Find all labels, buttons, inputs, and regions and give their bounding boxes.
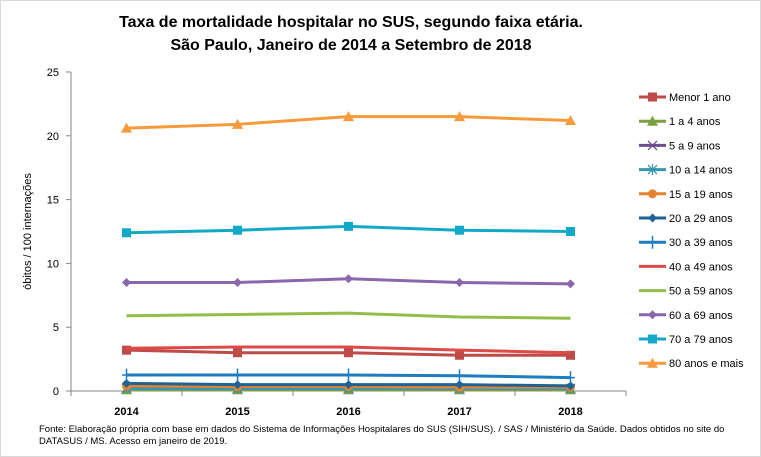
marker-triangle [232, 118, 243, 129]
marker-star [647, 164, 658, 176]
series-50-a-59-anos [126, 311, 571, 320]
source-note: Fonte: Elaboração própria com base em da… [39, 424, 725, 447]
y-tick-label: 15 [47, 195, 59, 207]
legend-label: 15 a 19 anos [669, 189, 733, 201]
marker-diamond [233, 278, 242, 288]
legend-entry: 70 a 79 anos [639, 334, 733, 346]
legend-label: 10 a 14 anos [669, 165, 733, 177]
legend-entry: 1 a 4 anos [639, 115, 721, 128]
legend-entry: Menor 1 ano [639, 92, 731, 104]
marker-diamond [648, 310, 657, 320]
marker-square [233, 348, 242, 358]
marker-plus [233, 368, 242, 382]
legend-entry: 30 a 39 anos [639, 235, 733, 249]
marker-square [566, 350, 575, 360]
series-menor-1-ano [122, 345, 575, 360]
title-line-1: Taxa de mortalidade hospitalar no SUS, s… [119, 14, 583, 31]
marker-triangle [343, 111, 354, 122]
y-tick-label: 10 [47, 258, 59, 270]
marker-plus [122, 368, 131, 382]
title-line-2: São Paulo, Janeiro de 2014 a Setembro de… [170, 37, 532, 54]
marker-diamond [122, 378, 131, 388]
legend-label: 60 a 69 anos [669, 310, 733, 322]
marker-diamond [344, 274, 353, 284]
marker-triangle [454, 111, 465, 122]
legend-label: Menor 1 ano [669, 92, 731, 104]
y-tick-label: 5 [53, 322, 59, 334]
marker-square [455, 225, 464, 235]
marker-diamond [648, 213, 657, 223]
legend-label: 30 a 39 anos [669, 237, 733, 249]
legend-entry: 60 a 69 anos [639, 310, 733, 322]
legend-entry: 80 anos e mais [639, 357, 744, 370]
series-line [126, 345, 571, 355]
legend-label: 5 a 9 anos [669, 140, 721, 152]
marker-square [344, 221, 353, 231]
marker-circle [648, 189, 657, 199]
legend-label: 20 a 29 anos [669, 213, 733, 225]
series-70-a-79-anos [122, 221, 575, 238]
y-tick-label: 20 [47, 131, 59, 143]
legend-label: 50 a 59 anos [669, 286, 733, 298]
marker-x [647, 140, 658, 151]
legend-label: 80 anos e mais [669, 358, 744, 370]
y-tick-label: 0 [53, 386, 59, 398]
marker-square [122, 228, 131, 238]
chart-title: Taxa de mortalidade hospitalar no SUS, s… [101, 11, 601, 57]
marker-triangle [647, 115, 658, 126]
marker-diamond [566, 279, 575, 289]
y-tick-label: 25 [47, 67, 59, 79]
x-tick-label: 2014 [114, 406, 139, 418]
legend-entry: 20 a 29 anos [639, 213, 733, 225]
marker-square [344, 348, 353, 358]
legend-label: 70 a 79 anos [669, 334, 733, 346]
legend-entry: 10 a 14 anos [639, 164, 733, 177]
marker-diamond [566, 381, 575, 391]
marker-triangle [121, 122, 132, 133]
series-80-anos-e-mais [121, 111, 576, 133]
series-40-a-49-anos [126, 345, 571, 355]
x-tick-label: 2016 [336, 406, 360, 418]
marker-plus [566, 371, 575, 385]
marker-square [648, 92, 657, 102]
series-30-a-39-anos [122, 368, 575, 385]
marker-diamond [122, 278, 131, 288]
marker-square [566, 227, 575, 236]
marker-square [455, 350, 464, 360]
marker-diamond [233, 380, 242, 390]
legend-entry: 50 a 59 anos [639, 286, 733, 298]
marker-plus [455, 369, 464, 383]
y-axis-label: óbitos / 100 internações [22, 173, 34, 290]
x-tick-label: 2017 [447, 406, 471, 418]
marker-plus [344, 368, 353, 382]
marker-triangle [647, 357, 658, 368]
legend-label: 1 a 4 anos [669, 116, 721, 128]
x-tick-label: 2015 [225, 406, 249, 418]
legend-entry: 40 a 49 anos [639, 261, 733, 273]
series-60-a-69-anos [122, 274, 575, 289]
legend-entry: 15 a 19 anos [639, 189, 733, 201]
marker-diamond [455, 278, 464, 288]
marker-square [648, 334, 657, 344]
marker-triangle [565, 114, 576, 125]
series-20-a-29-anos [122, 378, 575, 391]
marker-diamond [455, 380, 464, 390]
marker-square [122, 345, 131, 355]
marker-plus [648, 235, 657, 249]
marker-diamond [344, 380, 353, 390]
legend-label: 40 a 49 anos [669, 261, 733, 273]
legend-entry: 5 a 9 anos [639, 140, 721, 152]
marker-square [233, 225, 242, 235]
series-line [126, 311, 571, 320]
x-tick-label: 2018 [558, 406, 582, 418]
